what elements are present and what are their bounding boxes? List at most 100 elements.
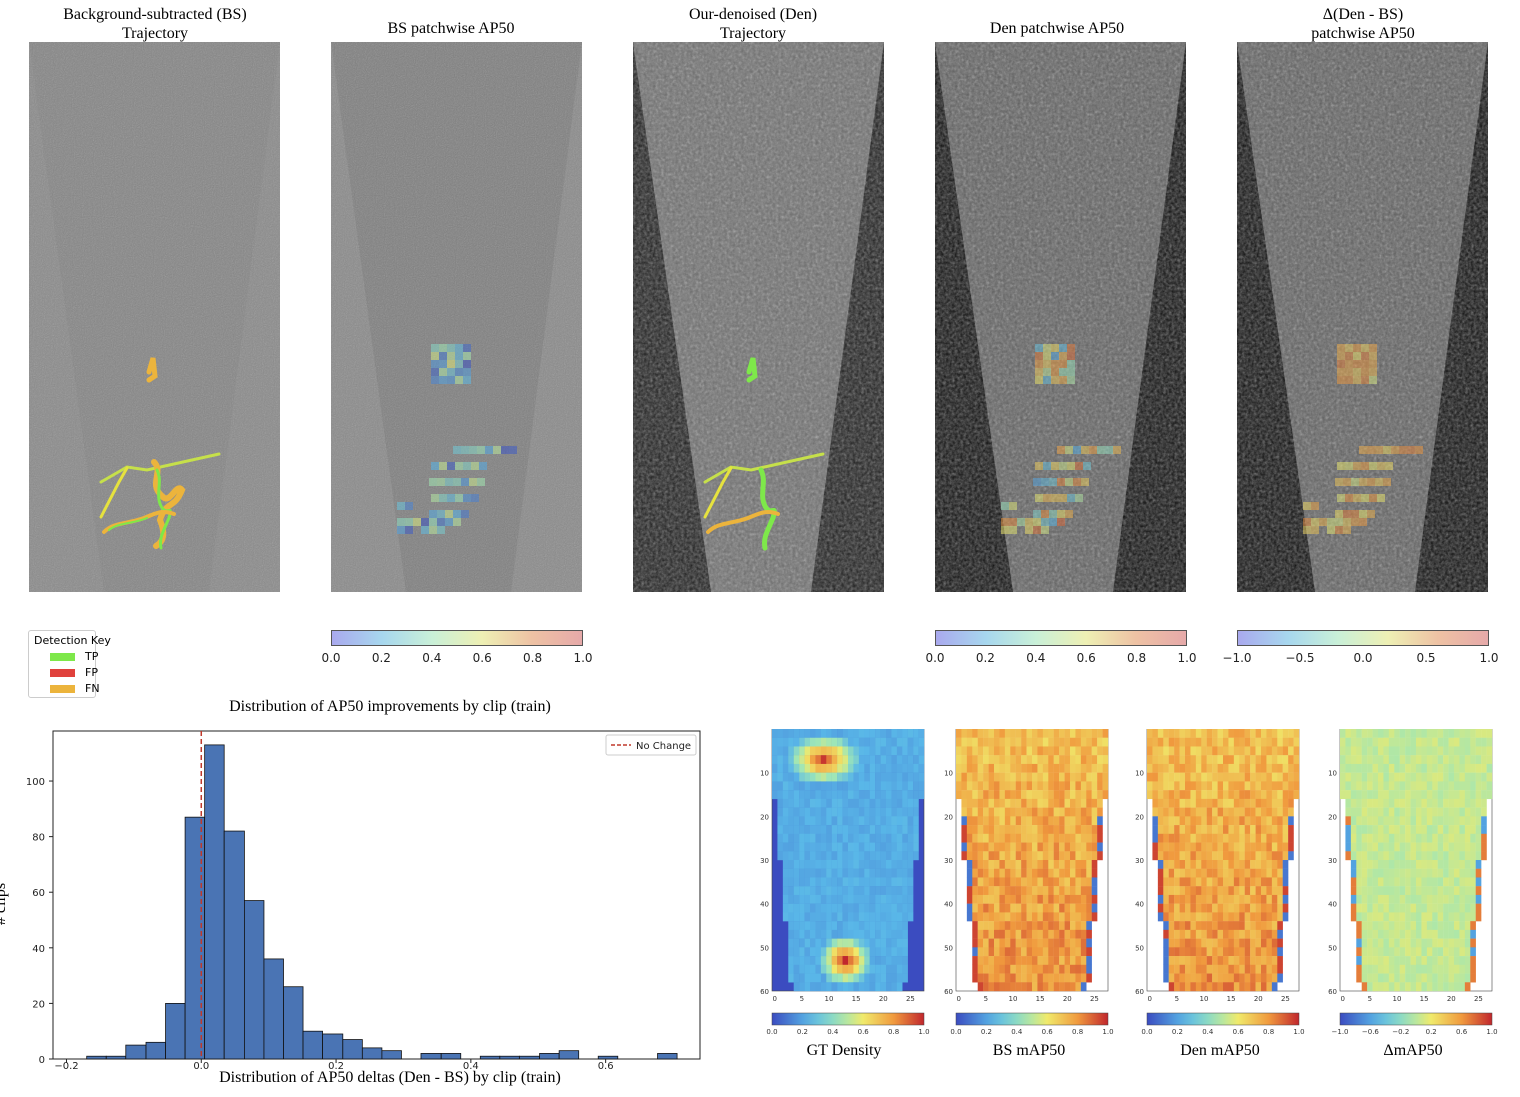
- map-cell: [793, 833, 800, 843]
- map-cell: [1212, 798, 1218, 808]
- map-cell: [1421, 833, 1428, 843]
- map-cell: [1059, 772, 1065, 782]
- ap50-patch: [1311, 502, 1319, 510]
- map-cell: [1048, 938, 1054, 948]
- map-cell: [1086, 903, 1092, 913]
- map-cell: [1174, 860, 1180, 869]
- map-cell: [1086, 921, 1092, 931]
- map-cell: [886, 860, 892, 869]
- map-cell: [1454, 755, 1460, 765]
- map-cell: [1201, 763, 1207, 773]
- map-cell: [896, 964, 903, 974]
- map-cell: [1070, 737, 1076, 747]
- map-cell: [1405, 851, 1411, 861]
- map-cell: [837, 746, 843, 756]
- map-cell: [1443, 921, 1449, 931]
- map-cell: [1010, 746, 1016, 756]
- map-cell: [1394, 737, 1400, 747]
- map-colorbar-tick-label: 0.0: [950, 1028, 961, 1036]
- map-cell: [815, 877, 822, 887]
- map-cell: [1486, 763, 1493, 773]
- map-cell: [804, 894, 811, 904]
- map-cell: [831, 877, 838, 887]
- map-cell: [1168, 929, 1175, 939]
- map-cell: [1388, 947, 1395, 957]
- map-cell: [831, 790, 838, 800]
- map-cell: [1282, 807, 1289, 817]
- map-cell: [988, 860, 995, 869]
- map-cell: [907, 737, 914, 747]
- map-cell: [1233, 929, 1240, 939]
- map-cell: [1250, 763, 1256, 773]
- map-cell: [1064, 851, 1071, 861]
- ap50-patch: [447, 462, 455, 470]
- map-cell: [1064, 894, 1071, 904]
- map-cell: [1185, 763, 1191, 773]
- panel-title-den-trajectory: Our-denoised (Den) Trajectory: [602, 5, 904, 43]
- map-cell: [1037, 807, 1044, 817]
- map-cell: [1282, 798, 1289, 808]
- map-cell: [1437, 912, 1444, 922]
- map-cell: [1021, 807, 1027, 817]
- map-cell: [1266, 816, 1273, 826]
- map-cell: [1448, 825, 1455, 834]
- map-cell: [837, 851, 843, 861]
- map-cell: [1388, 833, 1395, 843]
- map-cell: [772, 790, 778, 800]
- map-cell: [1416, 886, 1422, 896]
- map-cell: [826, 912, 832, 922]
- map-cell: [886, 763, 892, 773]
- map-cell: [1026, 763, 1033, 773]
- map-cell: [880, 790, 887, 800]
- map-cell: [1394, 746, 1400, 756]
- map-cell: [1437, 755, 1444, 765]
- map-cell: [1015, 912, 1022, 922]
- map-cell: [1426, 921, 1433, 931]
- ap50-patch: [1345, 462, 1353, 470]
- ap50-patch: [1369, 368, 1377, 376]
- map-cell: [793, 772, 800, 782]
- map-cell: [831, 807, 838, 817]
- map-cell: [988, 746, 995, 756]
- map-cell: [1421, 755, 1428, 765]
- map-cell: [820, 973, 827, 983]
- map-cell: [1244, 825, 1251, 834]
- map-cell: [1206, 947, 1213, 957]
- map-cell: [1233, 825, 1240, 834]
- map-x-tick-label: 15: [1036, 995, 1045, 1003]
- map-cell: [983, 860, 989, 869]
- map-cell: [793, 973, 800, 983]
- map-cell: [1075, 956, 1082, 965]
- map-cell: [1394, 982, 1400, 992]
- ap50-patch: [1097, 446, 1105, 454]
- map-cell: [988, 798, 995, 808]
- map-cell: [1421, 947, 1428, 957]
- map-cell: [1010, 921, 1016, 931]
- map-colorbar-tick-label: 0.6: [1233, 1028, 1245, 1036]
- map-cell: [1070, 755, 1076, 765]
- map-cell: [1070, 798, 1076, 808]
- ap50-patch: [1369, 352, 1377, 360]
- map-cell: [1032, 772, 1038, 782]
- map-cell: [1163, 798, 1169, 808]
- map-cell: [1163, 781, 1169, 791]
- ap50-patch: [1415, 446, 1423, 454]
- map-cell: [1026, 825, 1033, 834]
- map-cell: [837, 868, 843, 878]
- map-cell: [1075, 921, 1082, 931]
- map-cell: [1367, 903, 1373, 913]
- map-cell: [1032, 956, 1038, 965]
- map-cell: [1426, 894, 1433, 904]
- map-cell: [1367, 860, 1373, 869]
- ap50-patch: [429, 478, 437, 486]
- map-cell: [864, 729, 870, 738]
- map-cell: [1282, 790, 1289, 800]
- map-cell: [1048, 947, 1054, 957]
- map-cell: [1388, 868, 1395, 878]
- map-cell: [1174, 982, 1180, 992]
- map-cell: [782, 877, 789, 887]
- map-cell: [1064, 755, 1071, 765]
- map-cell: [1010, 947, 1016, 957]
- map-cell: [1443, 842, 1449, 852]
- map-cell: [804, 921, 811, 931]
